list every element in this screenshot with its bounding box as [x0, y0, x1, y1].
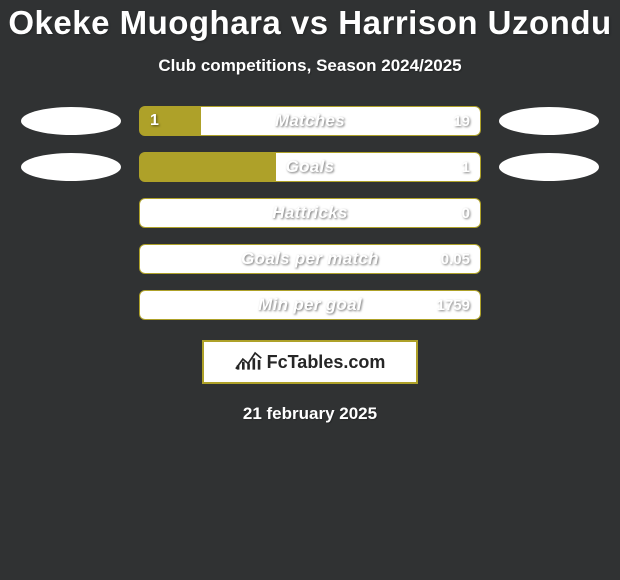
comparison-row: 0.05Goals per match — [0, 244, 620, 274]
badge-spacer — [21, 199, 121, 227]
team-badge-right — [499, 107, 599, 135]
badge-spacer — [21, 245, 121, 273]
logo-text: FcTables.com — [267, 352, 386, 373]
comparison-row: 0Hattricks — [0, 198, 620, 228]
stat-bar: 0.05Goals per match — [139, 244, 481, 274]
team-badge-left — [21, 153, 121, 181]
badge-spacer — [499, 245, 599, 273]
stat-bar: 0Hattricks — [139, 198, 481, 228]
bar-label: Goals — [140, 153, 480, 181]
comparison-row: 1Goals — [0, 152, 620, 182]
bar-label: Matches — [140, 107, 480, 135]
team-badge-left — [21, 107, 121, 135]
logo-box: FcTables.com — [202, 340, 418, 384]
comparison-rows: 119Matches 1Goals 0Hattricks 0.05Goals per … — [0, 106, 620, 320]
team-badge-right — [499, 153, 599, 181]
subtitle: Club competitions, Season 2024/2025 — [158, 56, 461, 76]
bar-label: Min per goal — [140, 291, 480, 319]
fctables-logo-icon — [235, 349, 263, 376]
stat-bar: 1Goals — [139, 152, 481, 182]
badge-spacer — [499, 199, 599, 227]
stat-bar: 119Matches — [139, 106, 481, 136]
badge-spacer — [21, 291, 121, 319]
bar-label: Hattricks — [140, 199, 480, 227]
stat-bar: 1759Min per goal — [139, 290, 481, 320]
page-title: Okeke Muoghara vs Harrison Uzondu — [8, 4, 611, 42]
bar-label: Goals per match — [140, 245, 480, 273]
date-label: 21 february 2025 — [243, 404, 377, 424]
comparison-row: 119Matches — [0, 106, 620, 136]
badge-spacer — [499, 291, 599, 319]
comparison-row: 1759Min per goal — [0, 290, 620, 320]
